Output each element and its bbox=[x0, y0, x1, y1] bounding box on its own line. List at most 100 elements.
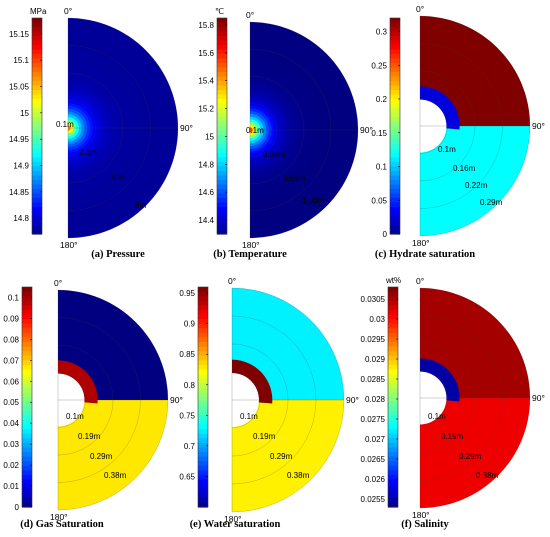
colorbar-swatch bbox=[390, 216, 400, 222]
colorbar-tick-label: 0.25 bbox=[371, 61, 387, 70]
radius-label: 6m bbox=[135, 201, 146, 210]
angle-label-0: 0° bbox=[54, 278, 62, 288]
colorbar-swatch bbox=[32, 81, 42, 87]
colorbar-tick-label: 0.03 bbox=[3, 440, 19, 449]
colorbar-swatch bbox=[390, 220, 400, 226]
colorbar-tick-label: 0.03 bbox=[369, 315, 385, 324]
colorbar-swatch bbox=[32, 162, 42, 168]
colorbar-swatch bbox=[22, 484, 32, 490]
colorbar-swatch bbox=[198, 287, 208, 293]
colorbar-swatch bbox=[388, 429, 398, 435]
colorbar-swatch bbox=[32, 144, 42, 150]
colorbar-swatch bbox=[32, 22, 42, 28]
colorbar-swatch bbox=[32, 139, 42, 145]
colorbar-swatch bbox=[32, 207, 42, 213]
colorbar-tick-label: 0.75 bbox=[179, 411, 195, 420]
colorbar-swatch bbox=[32, 99, 42, 105]
colorbar-swatch bbox=[217, 171, 227, 177]
colorbar-swatch bbox=[22, 392, 32, 398]
colorbar-tick-label: 0.0255 bbox=[361, 495, 386, 504]
colorbar-tick-label: 0.85 bbox=[179, 350, 195, 359]
radius-label: 0.29m bbox=[270, 452, 293, 461]
colorbar-swatch bbox=[198, 479, 208, 485]
colorbar-swatch bbox=[390, 130, 400, 136]
field-lower-sector bbox=[58, 400, 168, 510]
colorbar-tick-label: 15.8 bbox=[198, 21, 214, 30]
colorbar-swatch bbox=[217, 130, 227, 136]
grid-circle bbox=[231, 343, 289, 457]
angle-label-90: 90° bbox=[532, 393, 545, 403]
wellbore-hole bbox=[420, 371, 447, 425]
colorbar-swatch bbox=[198, 337, 208, 343]
colorbar-tick-label: 15 bbox=[205, 132, 214, 141]
colorbar-swatch bbox=[217, 22, 227, 28]
colorbar-swatch bbox=[217, 54, 227, 60]
radius-label: 0.1m bbox=[240, 412, 258, 421]
colorbar-swatch bbox=[217, 31, 227, 37]
colorbar-tick-label: 0.8 bbox=[184, 381, 196, 390]
colorbar-swatch bbox=[22, 342, 32, 348]
colorbar-frame bbox=[31, 17, 43, 235]
colorbar-swatch bbox=[390, 49, 400, 55]
colorbar-swatch bbox=[390, 22, 400, 28]
colorbar-swatch bbox=[198, 392, 208, 398]
colorbar-swatch bbox=[388, 369, 398, 375]
colorbar-swatch bbox=[22, 287, 32, 293]
grid-circle bbox=[419, 15, 531, 237]
colorbar-swatch bbox=[217, 121, 227, 127]
colorbar-swatch bbox=[22, 442, 32, 449]
colorbar-tick-label: 0.65 bbox=[179, 472, 195, 481]
colorbar-swatch bbox=[198, 360, 208, 366]
colorbar-swatch bbox=[32, 175, 42, 181]
colorbar-swatch bbox=[32, 193, 42, 199]
colorbar-swatch bbox=[217, 99, 227, 105]
colorbar-swatch bbox=[198, 474, 208, 481]
field-ring bbox=[68, 125, 71, 131]
colorbar-swatch bbox=[217, 108, 227, 114]
angle-label-90: 90° bbox=[360, 125, 373, 135]
colorbar-swatch bbox=[217, 85, 227, 91]
colorbar-swatch bbox=[198, 332, 208, 339]
colorbar-unit-label: MPa bbox=[30, 7, 47, 16]
colorbar-swatch bbox=[217, 211, 227, 217]
colorbar-swatch bbox=[198, 465, 208, 471]
colorbar-swatch bbox=[217, 198, 227, 204]
colorbar-swatch bbox=[22, 493, 32, 499]
colorbar-swatch bbox=[198, 452, 208, 458]
colorbar-swatch bbox=[217, 103, 227, 109]
colorbar-swatch bbox=[32, 72, 42, 78]
colorbar-swatch bbox=[388, 332, 398, 339]
radius-label: 0.1m bbox=[56, 120, 74, 129]
colorbar-swatch bbox=[388, 397, 398, 403]
radius-label: 0.38m bbox=[287, 471, 310, 480]
colorbar-swatch bbox=[198, 342, 208, 348]
colorbar-swatch bbox=[198, 410, 208, 416]
colorbar-swatch bbox=[388, 474, 398, 481]
colorbar-swatch bbox=[22, 502, 32, 508]
colorbar-tick-label: 0.07 bbox=[3, 356, 19, 365]
angle-label-0: 0° bbox=[416, 276, 424, 286]
colorbar-swatch bbox=[390, 103, 400, 109]
colorbar-tick-label: 15.1 bbox=[13, 56, 29, 65]
colorbar-swatch bbox=[22, 461, 32, 467]
colorbar-swatch bbox=[22, 360, 32, 366]
colorbar-swatch bbox=[198, 309, 208, 316]
colorbar-swatch bbox=[32, 153, 42, 159]
colorbar-swatch bbox=[217, 81, 227, 87]
colorbar-swatch bbox=[390, 153, 400, 159]
colorbar-swatch bbox=[22, 415, 32, 421]
colorbar-swatch bbox=[217, 27, 227, 33]
colorbar-swatch bbox=[388, 452, 398, 458]
angle-label-180: 180° bbox=[224, 514, 242, 524]
colorbar-swatch bbox=[388, 355, 398, 361]
colorbar-swatch bbox=[198, 488, 208, 494]
colorbar-swatch bbox=[390, 207, 400, 213]
colorbar-swatch bbox=[32, 67, 42, 73]
colorbar-swatch bbox=[388, 296, 398, 302]
colorbar-swatch bbox=[388, 342, 398, 348]
colorbar-swatch bbox=[22, 337, 32, 343]
angle-label-0: 0° bbox=[228, 276, 236, 286]
grid-circle bbox=[57, 289, 169, 511]
grid-circle bbox=[249, 75, 305, 185]
colorbar-swatch bbox=[22, 291, 32, 297]
